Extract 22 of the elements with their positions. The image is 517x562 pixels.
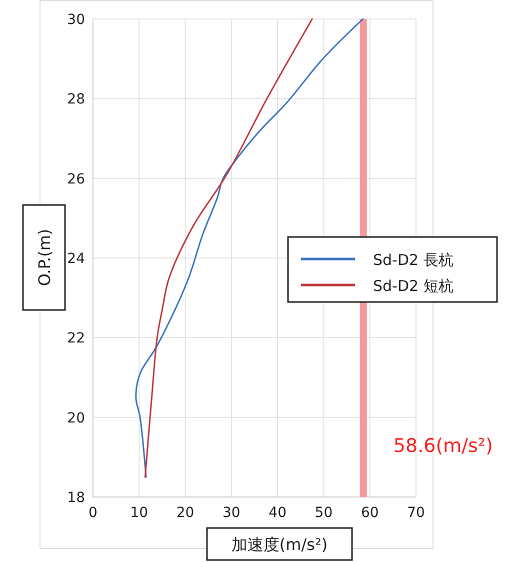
x-tick-label: 20 — [176, 505, 194, 521]
y-tick-label: 18 — [67, 490, 85, 506]
x-tick-label: 0 — [88, 505, 98, 521]
y-tick-label: 26 — [67, 171, 86, 188]
y-tick-label: 22 — [67, 330, 85, 347]
x-tick-label: 70 — [407, 505, 425, 521]
x-axis-title: 加速度(m/s²) — [231, 535, 328, 554]
line-series — [135, 18, 364, 478]
ref-line-label: 58.6(m/s²) — [393, 435, 493, 457]
legend-label: Sd-D2 短杭 — [373, 277, 454, 295]
x-tick-label: 10 — [130, 505, 148, 521]
y-tick-label: 20 — [67, 410, 85, 426]
x-tick-label: 50 — [314, 505, 333, 521]
y-tick-label: 28 — [67, 92, 85, 108]
y-tick-label: 30 — [67, 12, 85, 28]
y-tick-label: 24 — [67, 251, 86, 267]
x-tick-label: 60 — [360, 505, 379, 521]
line-series — [144, 18, 313, 478]
legend-label: Sd-D2 長杭 — [373, 251, 454, 269]
x-tick-label: 40 — [268, 505, 286, 521]
x-tick-label: 30 — [222, 505, 240, 521]
y-axis-title: O.P.(m) — [35, 228, 54, 286]
